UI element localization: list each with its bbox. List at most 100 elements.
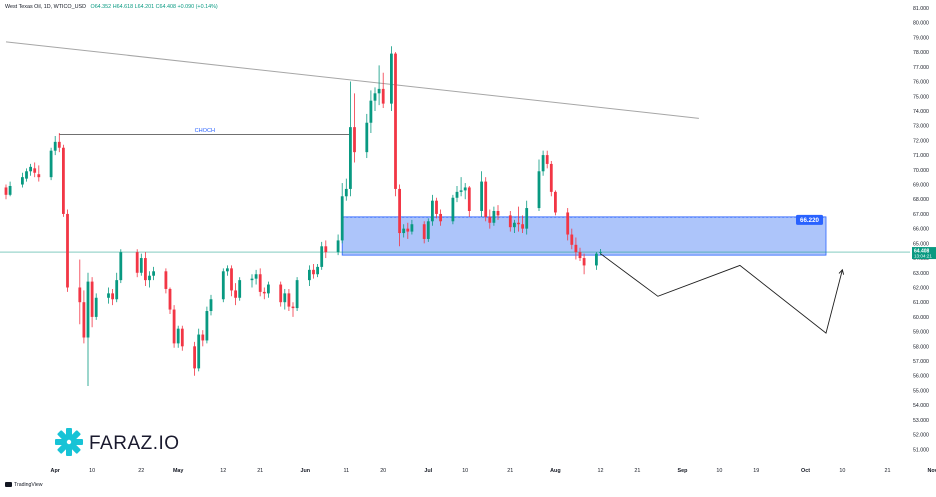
candle-body (394, 53, 397, 189)
y-tick-label: 80.000 (913, 21, 929, 27)
tradingview-brand: TradingView (14, 482, 43, 488)
high-label: H (112, 4, 117, 10)
candle-body (312, 269, 315, 275)
candle-body (435, 200, 438, 214)
x-tick-label: 12 (598, 468, 604, 474)
candle-body (549, 163, 553, 192)
candle-body (139, 258, 143, 273)
candle-body (209, 299, 213, 312)
candle-body (283, 293, 287, 303)
low-value: 64.201 (137, 4, 155, 10)
y-tick-label: 54.000 (913, 403, 929, 409)
x-tick-label: 10 (839, 468, 845, 474)
y-tick-label: 56.000 (913, 374, 929, 380)
candle-body (517, 222, 520, 225)
candle-body (578, 252, 582, 259)
candle-body (353, 127, 356, 153)
y-tick-label: 71.000 (913, 153, 929, 159)
y-tick-label: 73.000 (913, 124, 929, 130)
candle-body (381, 88, 385, 104)
candle-body (582, 258, 586, 266)
candle-body (566, 212, 570, 235)
candle-body (66, 213, 69, 288)
candle-body (316, 266, 319, 275)
candle-body (344, 188, 348, 197)
candle-body (49, 150, 53, 178)
candle-body (513, 222, 516, 228)
candle-body (554, 191, 557, 213)
candle-body (459, 190, 463, 192)
x-tick-label: 20 (380, 468, 386, 474)
y-tick-label: 62.000 (913, 285, 929, 291)
candle-body (267, 284, 270, 294)
candle-body (78, 287, 82, 303)
x-tick-label: 11 (343, 468, 349, 474)
candle-body (152, 271, 155, 276)
candle-body (390, 53, 393, 104)
candle-body (25, 171, 28, 179)
candle-body (21, 177, 24, 185)
axes-layer: 81.000 80.000 79.000 78.000 77.000 76.000 75.0… (51, 6, 936, 474)
projection-path (600, 253, 843, 334)
y-tick-label: 76.000 (913, 80, 929, 86)
watermark-layer: FARAZ.IO (55, 428, 179, 456)
symbol-label: West Texas Oil, 1D, WTICO_USD (5, 4, 86, 10)
tradingview-footer[interactable]: TradingView (5, 482, 43, 488)
candle-body (480, 181, 483, 211)
candle-body (135, 252, 139, 273)
candle-body (291, 306, 295, 309)
candle-body (496, 210, 500, 216)
demand-zone (341, 216, 827, 256)
candle-body (410, 224, 414, 232)
y-tick-label: 78.000 (913, 50, 929, 56)
candle-body (426, 221, 430, 239)
candle-body (406, 228, 410, 232)
candle-body (508, 215, 512, 228)
y-tick-label: 74.000 (913, 109, 929, 115)
candle-body (230, 268, 233, 291)
candle-body (324, 246, 328, 253)
candle-body (94, 297, 98, 317)
y-tick-label: 63.000 (913, 271, 929, 277)
x-tick-label: May (173, 468, 184, 474)
change-value: +0.090 (+0.14%) (177, 4, 218, 10)
candle-body (33, 168, 37, 173)
candle-body (541, 155, 545, 172)
tradingview-logo-icon (5, 482, 12, 487)
countdown-label: 13:04:21 (914, 254, 932, 259)
candle-body (599, 252, 602, 253)
annotation-layer: CHOCH (0, 41, 910, 253)
candle-body (279, 284, 283, 303)
candle-body (250, 278, 254, 281)
candle-body (340, 196, 344, 241)
y-tick-label: 61.000 (913, 300, 929, 306)
high-value: 64.618 (116, 4, 134, 10)
candle-body (205, 311, 209, 341)
projection-arrow-head (838, 268, 845, 275)
candle-body (197, 334, 201, 369)
candle-body (57, 141, 61, 148)
candle-body (349, 127, 352, 189)
y-tick-label: 57.000 (913, 359, 929, 365)
open-value: 64.352 (94, 4, 112, 10)
y-tick-label: 70.000 (913, 168, 929, 174)
candle-body (107, 293, 110, 298)
candle-body (451, 197, 455, 222)
y-tick-label: 68.000 (913, 197, 929, 203)
candle-body (148, 275, 151, 281)
zone-price-label: 66.220 (800, 217, 819, 224)
candle-body (422, 224, 426, 239)
y-tick-label: 79.000 (913, 35, 929, 41)
candle-body (492, 210, 496, 223)
candle-body (365, 122, 369, 153)
candle-body (521, 224, 524, 229)
candle-body (180, 328, 184, 347)
candle-body (115, 280, 119, 300)
candle-body (119, 252, 123, 281)
candle-body (439, 213, 442, 222)
demand-zone-layer: 66.220 (341, 214, 827, 256)
candle-body (53, 141, 57, 151)
candles-layer (4, 46, 602, 387)
candle-body (287, 293, 291, 307)
